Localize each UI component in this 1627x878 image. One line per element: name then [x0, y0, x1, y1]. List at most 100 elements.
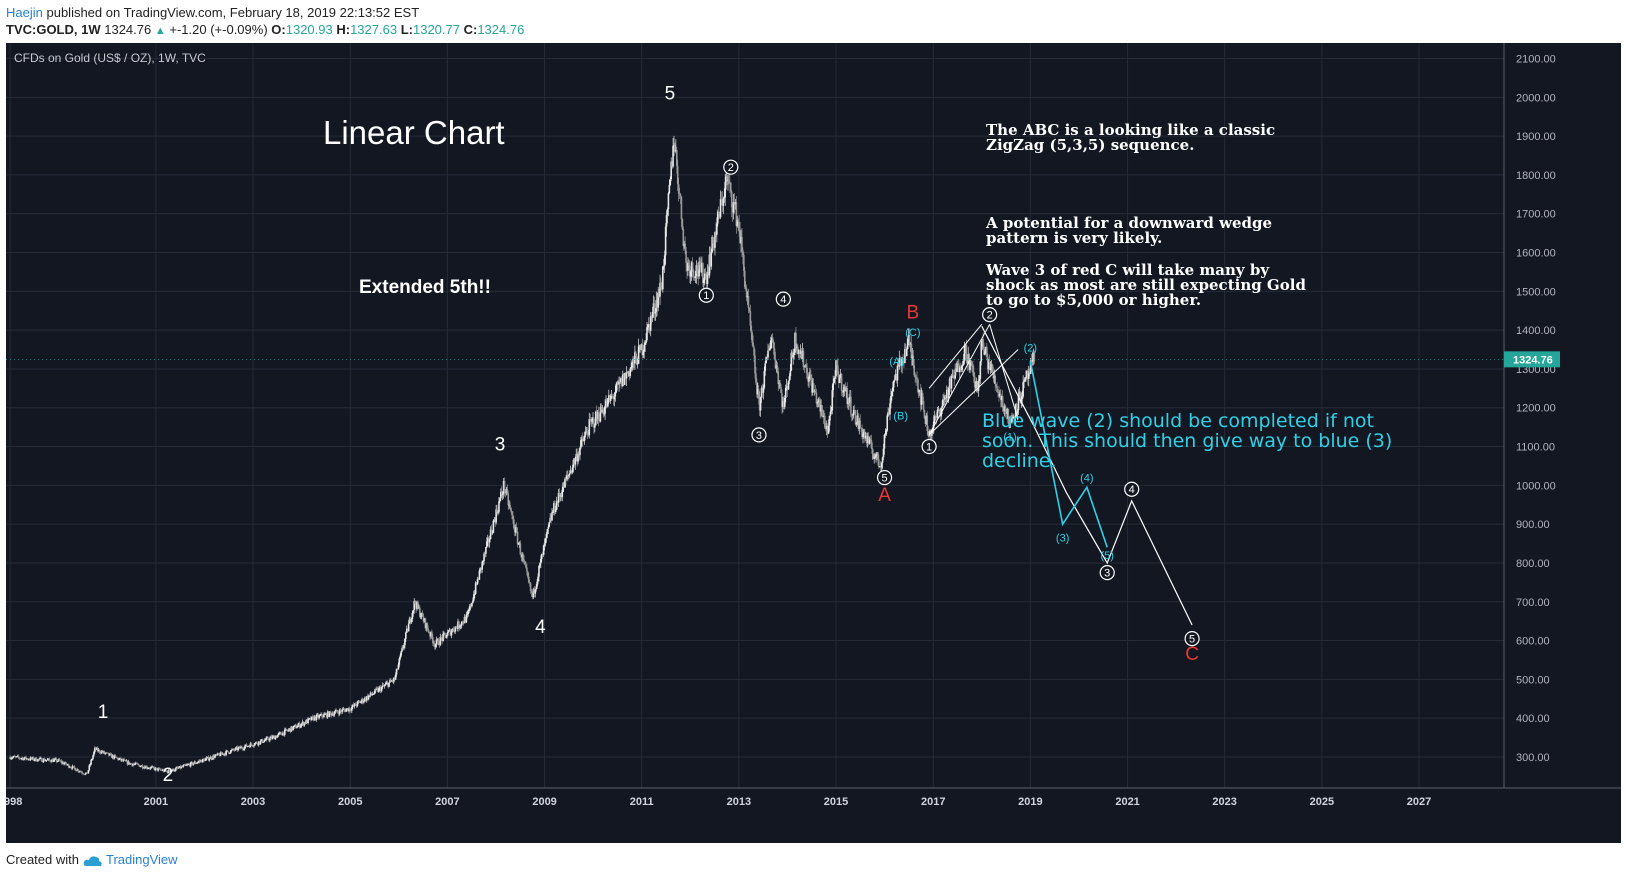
candle-body [258, 741, 261, 744]
candle-body [526, 567, 528, 572]
candle-body [132, 764, 134, 766]
candle-body [690, 262, 693, 272]
tradingview-link[interactable]: TradingView [106, 852, 178, 867]
candle-body [785, 386, 788, 388]
candle-body [999, 394, 1001, 397]
candle-body [1022, 382, 1024, 397]
candle-body [101, 751, 104, 753]
candle-body [462, 623, 465, 624]
candle-body [499, 498, 501, 502]
last-price-tag-label: 1324.76 [1513, 354, 1553, 366]
candle-body [810, 380, 813, 393]
candle-body [873, 457, 875, 459]
candle-body [709, 254, 712, 267]
candle-body [1018, 391, 1021, 395]
candle-body [103, 751, 105, 754]
candle-body [613, 396, 616, 400]
candle-body [994, 375, 997, 385]
candle-body [893, 379, 896, 381]
candle-body [75, 770, 78, 772]
candle-body [407, 623, 410, 632]
candle-body [547, 526, 550, 530]
candle-body [661, 287, 663, 290]
candle-body [288, 728, 291, 730]
candle-body [841, 390, 844, 393]
candle-body [711, 236, 713, 253]
candle-body [351, 704, 354, 708]
candle-body [945, 396, 947, 399]
candle-body [27, 758, 29, 760]
candle-body [737, 220, 740, 222]
y-tick-label: 600.00 [1516, 636, 1550, 648]
candle-body [802, 350, 805, 367]
candle-body [1029, 360, 1032, 374]
candle-body [926, 415, 929, 432]
candle-body [833, 378, 835, 383]
candle-body [22, 757, 24, 761]
candle-body [307, 718, 309, 724]
candle-body [133, 764, 135, 765]
candle-body [387, 682, 389, 687]
candle-body [509, 504, 511, 509]
candle-body [738, 221, 740, 231]
candle-body [158, 768, 160, 770]
candle-body [372, 694, 375, 695]
blue-wave-note-line: Blue wave (2) should be completed if not [982, 410, 1374, 432]
author-link[interactable]: Haejin [6, 5, 43, 20]
candle-body [749, 311, 752, 326]
candle-body [479, 567, 482, 571]
publish-line: Haejin published on TradingView.com, Feb… [6, 4, 524, 21]
candle-body [608, 395, 610, 399]
candle-body [209, 756, 212, 759]
candle-body [151, 766, 154, 768]
candle-body [697, 273, 700, 277]
candle-body [447, 630, 450, 633]
candle-body [900, 358, 902, 366]
candle-body [187, 764, 189, 766]
candle-body [238, 746, 240, 748]
candle-body [741, 237, 743, 251]
candle-body [879, 466, 882, 468]
candle-body [618, 381, 620, 385]
candle-body [770, 337, 773, 341]
price-chart[interactable]: 300.00 400.00 500.00 600.00 700.00 800.00 900.… [6, 43, 1621, 843]
candle-body [683, 243, 686, 246]
y-tick-label: 1600.00 [1516, 248, 1556, 260]
candle-body [784, 387, 787, 398]
candle-body [27, 759, 30, 761]
tradingview-cloud-icon [83, 855, 102, 866]
circled-wave-marker [751, 427, 767, 443]
candle-body [242, 748, 244, 750]
candle-body [963, 345, 966, 361]
candle-body [585, 431, 588, 433]
candle-body [757, 389, 760, 399]
candle-body [878, 459, 880, 467]
candle-body [405, 628, 408, 633]
candle-body [730, 191, 733, 208]
candle-body [53, 759, 55, 762]
candle-body [670, 161, 673, 180]
candle-body [891, 391, 893, 397]
candle-body [300, 723, 303, 726]
candle-body [959, 367, 961, 372]
candle-body [20, 758, 23, 760]
candle-body [155, 767, 158, 769]
candle-body [69, 767, 72, 769]
candle-body [912, 355, 915, 366]
candle-body [408, 618, 411, 624]
candle-body [672, 145, 674, 167]
candle-body [628, 371, 631, 376]
candle-body [503, 481, 506, 492]
candle-body [883, 434, 886, 449]
candle-body [305, 719, 308, 724]
candle-body [358, 701, 361, 703]
candle-body [419, 616, 422, 618]
candle-body [154, 767, 157, 770]
candle-body [943, 399, 945, 400]
candle-body [575, 453, 578, 459]
candle-body [770, 340, 772, 349]
candle-body [899, 358, 902, 360]
candle-body [814, 390, 817, 393]
chart-frame[interactable]: 300.00 400.00 500.00 600.00 700.00 800.00 900.… [6, 43, 1621, 843]
candle-body [404, 639, 406, 646]
